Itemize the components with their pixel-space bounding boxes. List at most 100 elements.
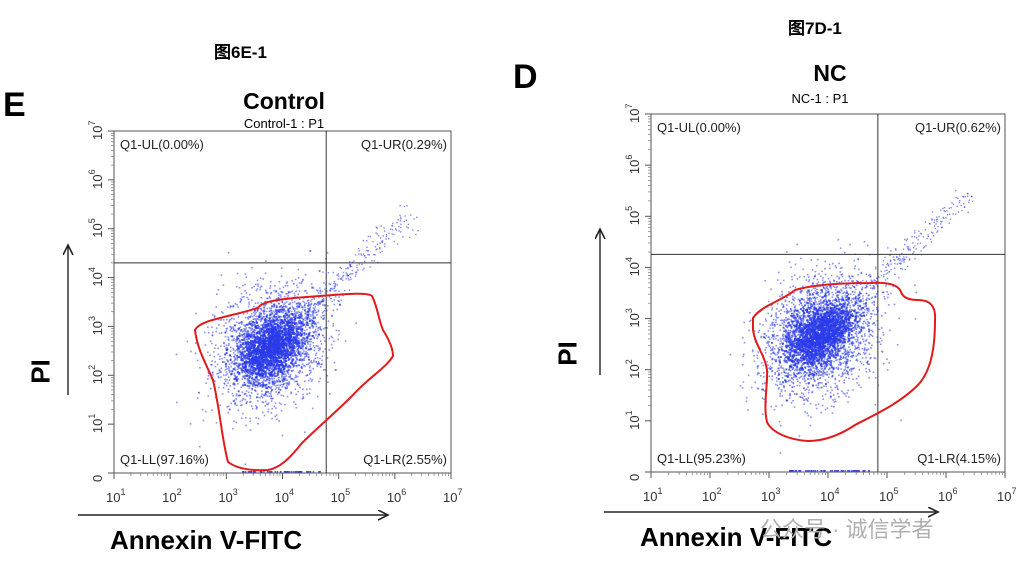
scatter-point: [232, 347, 234, 350]
scatter-point: [309, 378, 312, 380]
scatter-point: [272, 326, 275, 329]
scatter-point: [259, 350, 262, 353]
scatter-point: [261, 342, 264, 345]
scatter-point: [248, 387, 251, 390]
scatter-point: [219, 404, 221, 407]
scatter-point: [283, 361, 286, 363]
scatter-point: [272, 366, 274, 368]
scatter-point: [295, 332, 297, 335]
scatter-point: [298, 290, 301, 292]
scatter-point: [293, 331, 296, 334]
scatter-point: [228, 367, 230, 370]
scatter-point: [317, 345, 319, 347]
scatter-point: [308, 392, 311, 394]
scatter-point: [358, 250, 360, 252]
scatter-point: [265, 380, 268, 382]
scatter-point: [278, 353, 280, 356]
scatter-point: [295, 471, 297, 473]
scatter-point: [250, 347, 253, 350]
scatter-point: [244, 324, 247, 326]
scatter-point: [291, 349, 294, 352]
scatter-point: [300, 304, 302, 307]
scatter-point: [355, 322, 357, 324]
scatter-point: [279, 296, 282, 298]
scatter-point: [824, 393, 827, 396]
scatter-point: [263, 341, 266, 344]
scatter-point: [237, 390, 240, 393]
scatter-point: [284, 314, 287, 317]
scatter-point: [780, 309, 782, 311]
scatter-point: [311, 361, 313, 364]
scatter-point: [306, 335, 309, 338]
scatter-point: [364, 255, 366, 257]
scatter-point: [309, 317, 311, 320]
scatter-point: [252, 371, 255, 374]
scatter-point: [259, 359, 262, 362]
scatter-point: [281, 371, 284, 374]
scatter-point: [218, 386, 220, 389]
scatter-point: [285, 306, 288, 308]
scatter-point: [298, 471, 300, 473]
scatter-point: [266, 337, 269, 339]
scatter-point: [380, 237, 382, 239]
scatter-point: [291, 347, 294, 350]
scatter-point: [238, 332, 241, 334]
scatter-point: [256, 384, 259, 387]
scatter-point: [247, 346, 250, 348]
scatter-point: [227, 382, 229, 384]
scatter-point: [305, 374, 307, 377]
scatter-point: [278, 364, 281, 366]
scatter-point: [851, 280, 853, 282]
scatter-point: [315, 345, 318, 347]
scatter-point: [244, 383, 246, 386]
scatter-point: [297, 345, 300, 348]
scatter-point: [274, 339, 277, 342]
scatter-point: [809, 308, 811, 311]
scatter-point: [298, 282, 301, 284]
scatter-point: [776, 303, 779, 305]
scatter-point: [239, 351, 242, 354]
scatter-point: [350, 273, 352, 275]
scatter-point: [249, 382, 252, 385]
scatter-point: [262, 352, 265, 355]
scatter-point: [227, 360, 229, 362]
scatter-point: [268, 382, 271, 384]
scatter-point: [278, 348, 281, 351]
scatter-point: [296, 304, 299, 307]
scatter-point: [804, 315, 806, 317]
scatter-point: [261, 316, 264, 319]
scatter-point: [332, 271, 335, 274]
scatter-point: [296, 348, 298, 351]
scatter-point: [264, 344, 267, 347]
scatter-point: [294, 294, 296, 297]
scatter-point: [296, 342, 299, 345]
scatter-point: [288, 339, 291, 342]
scatter-point: [288, 380, 291, 383]
scatter-point: [272, 397, 274, 400]
scatter-point: [300, 367, 303, 369]
scatter-point: [302, 300, 304, 303]
scatter-point: [256, 309, 259, 312]
chart-subtitle-control: Control-1 : P1: [243, 116, 325, 131]
scatter-point: [315, 303, 317, 305]
scatter-point: [246, 348, 249, 351]
scatter-point: [278, 391, 280, 394]
scatter-point: [287, 329, 290, 332]
scatter-point: [839, 310, 842, 312]
scatter-point: [287, 369, 290, 371]
scatter-point: [344, 340, 347, 342]
scatter-point: [303, 353, 306, 355]
scatter-point: [262, 401, 265, 404]
scatter-point: [270, 307, 273, 309]
scatter-point: [226, 368, 228, 370]
scatter-point: [234, 377, 237, 380]
scatter-point: [276, 321, 279, 324]
scatter-point: [324, 307, 326, 310]
scatter-point: [295, 339, 298, 341]
scatter-point: [308, 320, 311, 322]
scatter-point: [295, 350, 298, 353]
scatter-point: [235, 338, 237, 341]
scatter-point: [302, 396, 304, 398]
scatter-point: [260, 341, 262, 344]
